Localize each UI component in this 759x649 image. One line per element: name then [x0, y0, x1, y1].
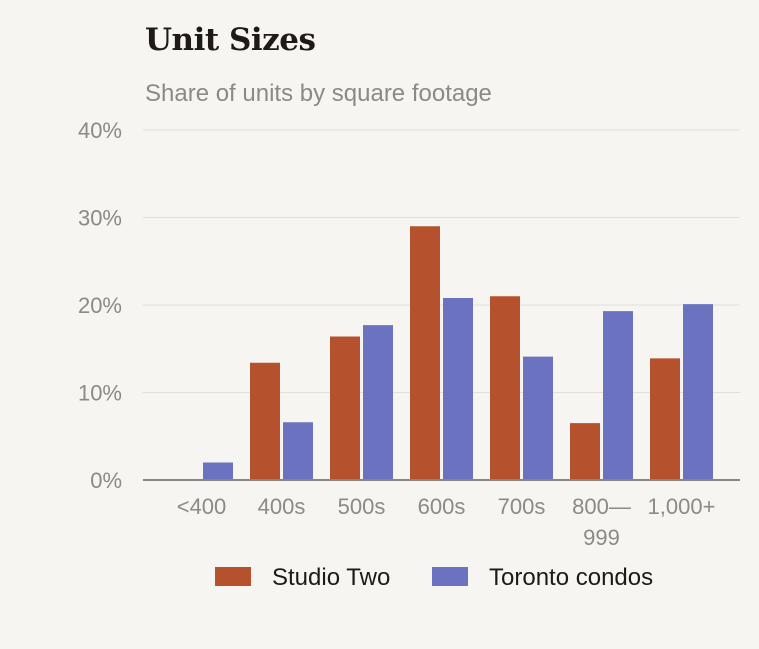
x-tick-label: <400	[177, 494, 227, 519]
bar	[683, 304, 713, 480]
x-tick-label: 500s	[338, 494, 386, 519]
bar	[283, 422, 313, 480]
y-tick-label: 40%	[78, 118, 122, 143]
bar	[570, 423, 600, 480]
y-tick-label: 20%	[78, 293, 122, 318]
legend-label: Toronto condos	[489, 564, 653, 591]
bar	[650, 358, 680, 480]
chart-subtitle: Share of units by square footage	[145, 80, 492, 107]
y-tick-label: 0%	[90, 468, 122, 493]
x-tick-label: 400s	[258, 494, 306, 519]
legend-label: Studio Two	[272, 564, 390, 591]
bar	[203, 462, 233, 480]
bar	[603, 311, 633, 480]
y-tick-label: 10%	[78, 381, 122, 406]
bar	[330, 336, 360, 480]
chart-title: Unit Sizes	[145, 22, 316, 58]
x-tick-label: 800—	[572, 494, 631, 519]
bar	[523, 356, 553, 480]
y-tick-label: 30%	[78, 206, 122, 231]
legend-swatch	[432, 567, 468, 586]
x-tick-label: 1,000+	[648, 494, 716, 519]
legend-swatch	[215, 567, 251, 586]
bar	[490, 296, 520, 480]
x-tick-label: 700s	[498, 494, 546, 519]
bar	[250, 362, 280, 480]
bar	[410, 226, 440, 480]
bar	[443, 298, 473, 480]
bar	[363, 325, 393, 480]
x-tick-label: 999	[583, 525, 620, 550]
x-tick-label: 600s	[418, 494, 466, 519]
